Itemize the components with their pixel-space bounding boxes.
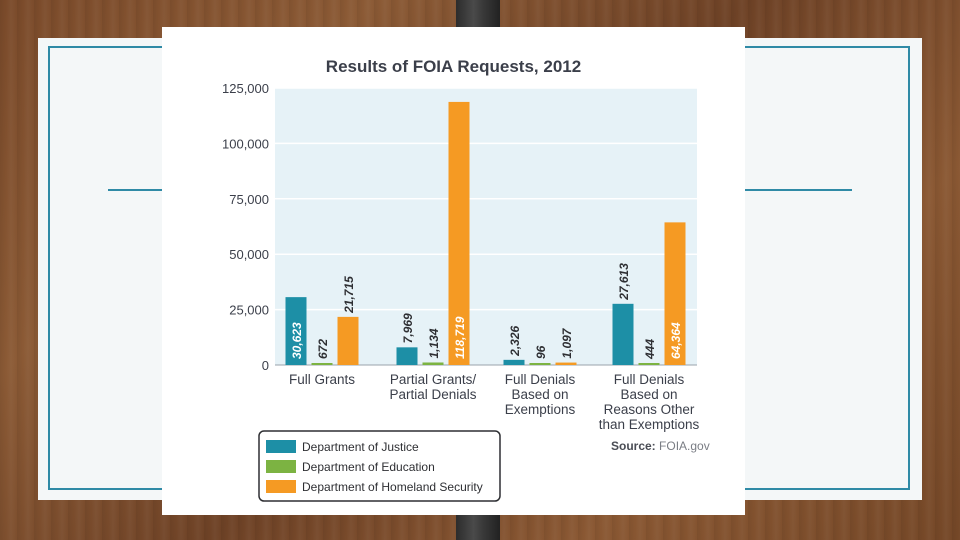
bar	[285, 297, 307, 365]
legend-label: Department of Justice	[302, 440, 419, 454]
legend-label: Department of Education	[302, 460, 435, 474]
data-label: 2,326	[508, 325, 522, 356]
bar	[638, 363, 660, 365]
bar	[503, 359, 525, 365]
y-tick-label: 75,000	[229, 192, 269, 207]
category-label: Full Denials	[505, 372, 576, 387]
data-label: 96	[534, 345, 548, 359]
legend-box	[258, 430, 501, 502]
bar	[664, 222, 686, 365]
category-label: Partial Grants/	[390, 372, 477, 387]
legend-swatch	[266, 480, 296, 493]
data-label: 27,613	[617, 263, 631, 301]
source-note: Source: FOIA.gov	[611, 439, 710, 453]
source-label: Source:	[611, 439, 656, 453]
chart-card: Results of FOIA Requests, 2012 0 25,000 50…	[162, 27, 745, 515]
bar	[337, 316, 359, 365]
category-label: than Exemptions	[599, 417, 700, 432]
category-label: Reasons Other	[604, 402, 695, 417]
source-value: FOIA.gov	[659, 439, 710, 453]
category-label: Based on	[620, 387, 677, 402]
data-label: 1,097	[560, 327, 574, 358]
bar	[422, 362, 444, 365]
bar	[311, 363, 333, 365]
category-label: Full Denials	[614, 372, 685, 387]
data-label: 30,623	[290, 322, 304, 359]
category-label: Full Grants	[289, 372, 355, 387]
y-tick-label: 50,000	[229, 247, 269, 262]
bar	[396, 347, 418, 365]
bar-chart: 0 25,000 50,000 75,000 100,000 125,000 30,623 7…	[222, 81, 700, 502]
legend-swatch	[266, 460, 296, 473]
data-label: 444	[643, 339, 657, 360]
category-label: Based on	[511, 387, 568, 402]
data-label: 64,364	[669, 322, 683, 359]
category-label: Partial Denials	[389, 387, 476, 402]
y-tick-label: 100,000	[222, 136, 269, 151]
data-label: 21,715	[342, 276, 356, 314]
y-tick-label: 0	[262, 358, 269, 373]
legend-label: Department of Homeland Security	[302, 480, 483, 494]
legend-swatch	[266, 440, 296, 453]
bar	[555, 362, 577, 365]
data-label: 1,134	[427, 328, 441, 358]
category-label: Exemptions	[505, 402, 576, 417]
y-tick-label: 25,000	[229, 303, 269, 318]
bar	[529, 363, 551, 365]
slide-rule-right	[738, 189, 852, 191]
bar	[448, 101, 470, 365]
data-label: 118,719	[453, 316, 467, 359]
y-tick-label: 125,000	[222, 81, 269, 96]
data-label: 672	[316, 339, 330, 359]
chart-title: Results of FOIA Requests, 2012	[325, 57, 582, 76]
bar	[612, 303, 634, 365]
data-label: 7,969	[401, 313, 415, 343]
